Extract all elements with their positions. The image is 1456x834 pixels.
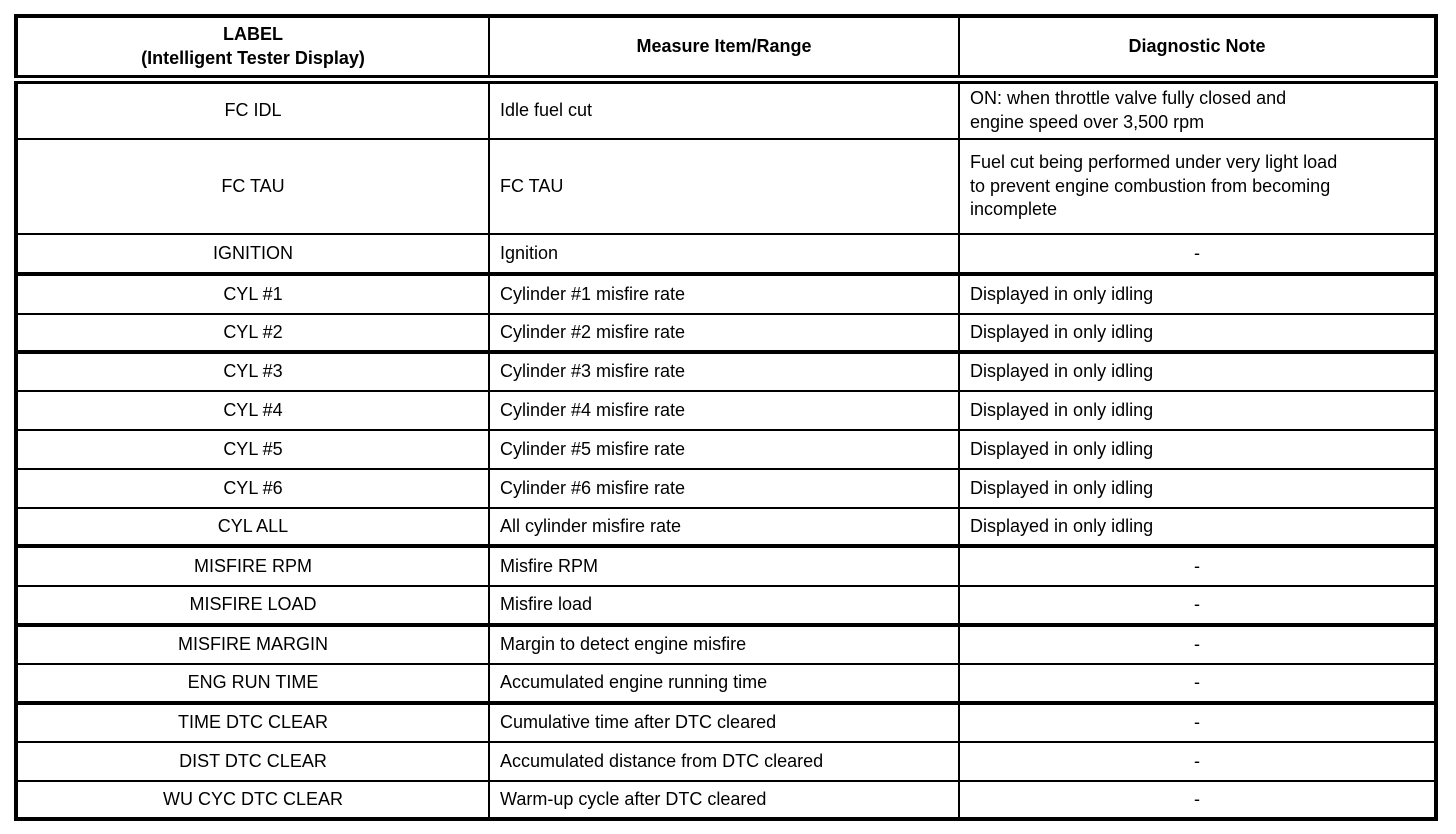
cell-tester-label: MISFIRE LOAD [15,585,490,628]
table-row: CYL #2 Cylinder #2 misfire rate Displayed … [15,313,1437,355]
cell-diagnostic-note: ON: when throttle valve fully closed and… [958,78,1437,141]
table-row: MISFIRE LOAD Misfire load - [15,585,1437,628]
table-row: DIST DTC CLEAR Accumulated distance from … [15,741,1437,783]
cell-measure-item: Accumulated engine running time [488,663,960,706]
cell-diagnostic-note: - [958,741,1437,783]
table-row: IGNITION Ignition - [15,233,1437,277]
cell-tester-label: MISFIRE RPM [15,545,490,588]
table-row: CYL #4 Cylinder #4 misfire rate Displayed … [15,390,1437,432]
cell-diagnostic-note: Displayed in only idling [958,273,1437,316]
cell-measure-item: Cylinder #5 misfire rate [488,429,960,471]
table-row: FC TAU FC TAU Fuel cut being performed und… [15,138,1437,236]
cell-measure-item: Cylinder #6 misfire rate [488,468,960,510]
cell-diagnostic-note: Displayed in only idling [958,507,1437,549]
cell-tester-label: WU CYC DTC CLEAR [15,780,490,821]
cell-diagnostic-note: Displayed in only idling [958,351,1437,393]
cell-measure-item: Idle fuel cut [488,78,960,141]
cell-tester-label: IGNITION [15,233,490,277]
cell-measure-item: Margin to detect engine misfire [488,624,960,666]
header-row: LABEL (Intelligent Tester Display) Measu… [15,14,1437,84]
cell-tester-label: DIST DTC CLEAR [15,741,490,783]
table-row: CYL #3 Cylinder #3 misfire rate Displayed … [15,351,1437,393]
table-row: CYL #1 Cylinder #1 misfire rate Displayed … [15,273,1437,316]
cell-tester-label: CYL #1 [15,273,490,316]
cell-measure-item: Warm-up cycle after DTC cleared [488,780,960,821]
cell-diagnostic-note: - [958,663,1437,706]
cell-measure-item: All cylinder misfire rate [488,507,960,549]
cell-tester-label: CYL #3 [15,351,490,393]
cell-tester-label: CYL #6 [15,468,490,510]
cell-tester-label: FC TAU [15,138,490,236]
column-header-diagnostic-note: Diagnostic Note [958,14,1437,84]
cell-measure-item: Cylinder #1 misfire rate [488,273,960,316]
cell-diagnostic-note: Displayed in only idling [958,390,1437,432]
cell-diagnostic-note: - [958,780,1437,821]
cell-diagnostic-note: Displayed in only idling [958,429,1437,471]
table-row: ENG RUN TIME Accumulated engine running t… [15,663,1437,706]
table-row: WU CYC DTC CLEAR Warm-up cycle after DTC … [15,780,1437,821]
cell-tester-label: FC IDL [15,78,490,141]
column-header-measure-item: Measure Item/Range [488,14,960,84]
table-row: CYL #6 Cylinder #6 misfire rate Displayed … [15,468,1437,510]
table-body: FC IDL Idle fuel cut ON: when throttle val… [15,78,1437,821]
cell-tester-label: TIME DTC CLEAR [15,702,490,744]
table-header: LABEL (Intelligent Tester Display) Measu… [15,14,1437,84]
table-row: CYL ALL All cylinder misfire rate Displaye… [15,507,1437,549]
cell-diagnostic-note: - [958,233,1437,277]
diagnostic-data-table: LABEL (Intelligent Tester Display) Measu… [14,14,1438,822]
cell-tester-label: CYL #2 [15,313,490,355]
cell-tester-label: MISFIRE MARGIN [15,624,490,666]
cell-measure-item: Ignition [488,233,960,277]
cell-measure-item: FC TAU [488,138,960,236]
table-row: FC IDL Idle fuel cut ON: when throttle val… [15,78,1437,141]
table-row: MISFIRE RPM Misfire RPM - [15,545,1437,588]
cell-tester-label: CYL ALL [15,507,490,549]
cell-measure-item: Cumulative time after DTC cleared [488,702,960,744]
table-row: CYL #5 Cylinder #5 misfire rate Displayed … [15,429,1437,471]
cell-tester-label: CYL #4 [15,390,490,432]
cell-measure-item: Cylinder #3 misfire rate [488,351,960,393]
cell-diagnostic-note: - [958,702,1437,744]
cell-diagnostic-note: Displayed in only idling [958,313,1437,355]
cell-measure-item: Accumulated distance from DTC cleared [488,741,960,783]
cell-diagnostic-note: - [958,545,1437,588]
cell-measure-item: Cylinder #4 misfire rate [488,390,960,432]
column-header-tester-label: LABEL (Intelligent Tester Display) [15,14,490,84]
cell-diagnostic-note: Fuel cut being performed under very ligh… [958,138,1437,236]
cell-measure-item: Cylinder #2 misfire rate [488,313,960,355]
cell-tester-label: ENG RUN TIME [15,663,490,706]
cell-measure-item: Misfire RPM [488,545,960,588]
cell-tester-label: CYL #5 [15,429,490,471]
cell-diagnostic-note: - [958,585,1437,628]
table-row: TIME DTC CLEAR Cumulative time after DTC … [15,702,1437,744]
cell-diagnostic-note: - [958,624,1437,666]
cell-diagnostic-note: Displayed in only idling [958,468,1437,510]
cell-measure-item: Misfire load [488,585,960,628]
table-row: MISFIRE MARGIN Margin to detect engine mi… [15,624,1437,666]
